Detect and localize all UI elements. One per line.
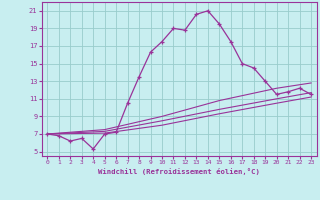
X-axis label: Windchill (Refroidissement éolien,°C): Windchill (Refroidissement éolien,°C) bbox=[98, 168, 260, 175]
